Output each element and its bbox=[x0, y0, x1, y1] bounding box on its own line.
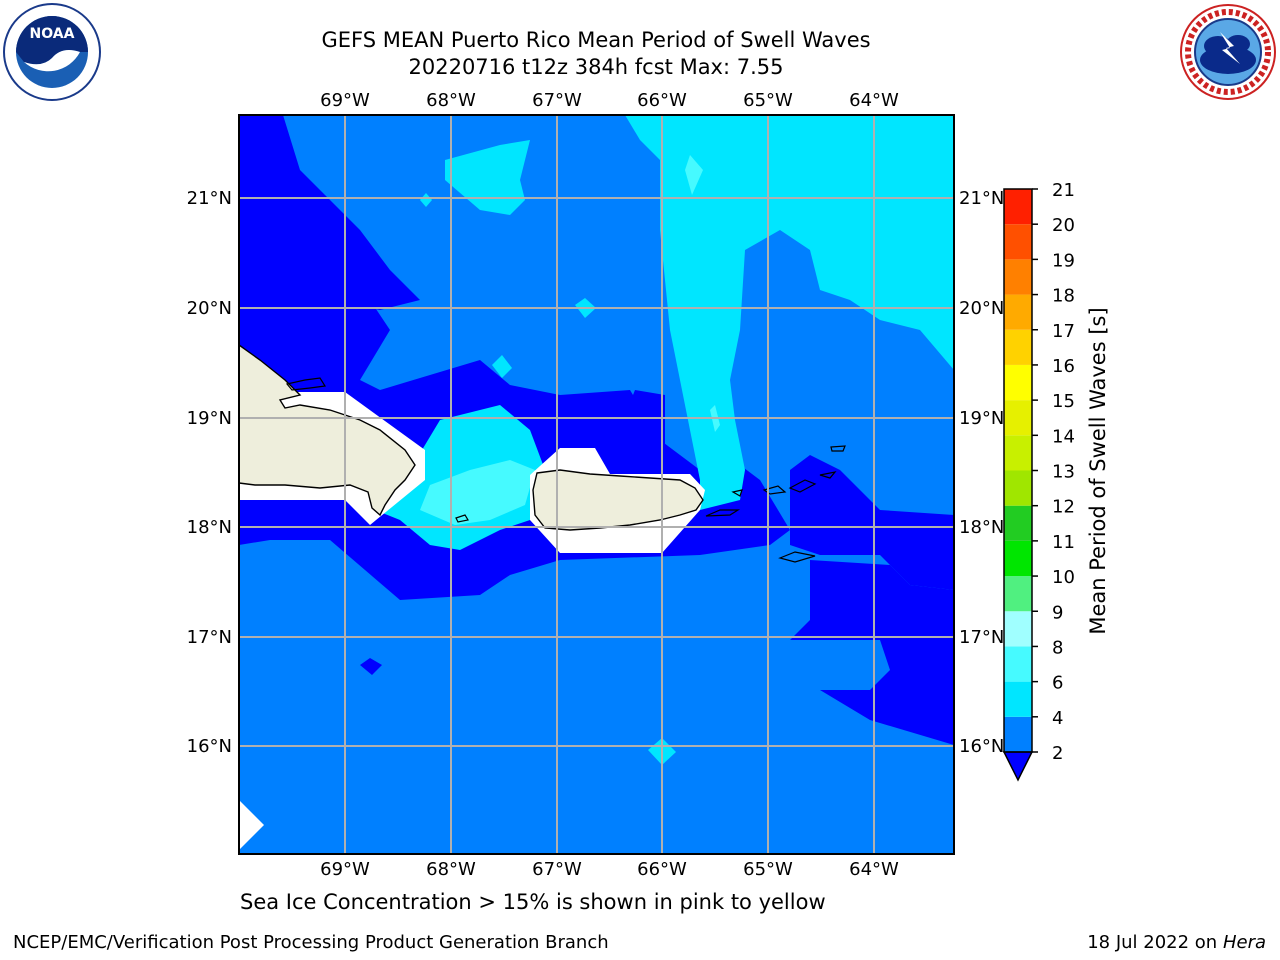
colorbar-segment bbox=[1004, 716, 1032, 752]
map-gridlines bbox=[239, 115, 954, 854]
nws-logo bbox=[1180, 4, 1276, 100]
colorbar-tick-label: 18 bbox=[1052, 286, 1075, 307]
footer-date-text: 18 Jul 2022 on bbox=[1087, 932, 1223, 953]
colorbar-segment bbox=[1004, 294, 1032, 330]
colorbar-tick-label: 9 bbox=[1052, 602, 1063, 623]
lon-label-bottom: 68°W bbox=[426, 859, 476, 880]
colorbar-segment bbox=[1004, 470, 1032, 506]
colorbar-segment bbox=[1004, 329, 1032, 365]
colorbar-tick-label: 15 bbox=[1052, 391, 1075, 412]
map-subtitle: 20220716 t12z 384h fcst Max: 7.55 bbox=[408, 55, 784, 79]
colorbar-tick-label: 12 bbox=[1052, 497, 1075, 518]
lat-label-left: 17°N bbox=[187, 627, 232, 648]
lon-label-bottom: 69°W bbox=[320, 859, 370, 880]
lon-label-bottom: 67°W bbox=[532, 859, 582, 880]
colorbar-tick-label: 17 bbox=[1052, 321, 1075, 342]
lat-label-left: 21°N bbox=[187, 188, 232, 209]
colorbar-tick-label: 10 bbox=[1052, 567, 1075, 588]
lon-label-top: 64°W bbox=[849, 90, 899, 111]
colorbar-segment bbox=[1004, 364, 1032, 401]
colorbar-segment bbox=[1004, 681, 1032, 717]
lat-label-left: 19°N bbox=[187, 408, 232, 429]
colorbar-tick-label: 2 bbox=[1052, 743, 1063, 764]
footer-credit: NCEP/EMC/Verification Post Processing Pr… bbox=[13, 932, 609, 953]
svg-text:NOAA: NOAA bbox=[30, 26, 75, 42]
contour-fill bbox=[239, 115, 954, 854]
colorbar-tick-label: 8 bbox=[1052, 637, 1063, 658]
colorbar-segment bbox=[1004, 576, 1032, 612]
lon-label-bottom: 64°W bbox=[849, 859, 899, 880]
colorbar-segment bbox=[1004, 505, 1032, 541]
lat-label-right: 19°N bbox=[959, 408, 1004, 429]
footer-date: 18 Jul 2022 on Hera bbox=[1087, 932, 1266, 953]
colorbar-segment bbox=[1004, 259, 1032, 295]
lon-label-top: 68°W bbox=[426, 90, 476, 111]
colorbar-tick-label: 16 bbox=[1052, 356, 1075, 377]
colorbar-segment bbox=[1004, 189, 1032, 225]
sea-ice-note: Sea Ice Concentration > 15% is shown in … bbox=[240, 890, 826, 914]
noaa-logo: NOAA bbox=[3, 3, 101, 101]
lat-label-left: 20°N bbox=[187, 298, 232, 319]
lon-label-bottom: 65°W bbox=[743, 859, 793, 880]
colorbar-segment bbox=[1004, 435, 1032, 471]
colorbar-tick-label: 4 bbox=[1052, 708, 1063, 729]
colorbar-tick-label: 14 bbox=[1052, 426, 1075, 447]
colorbar-segment bbox=[1004, 646, 1032, 682]
colorbar-tick-label: 13 bbox=[1052, 462, 1075, 483]
lat-label-left: 18°N bbox=[187, 517, 232, 538]
colorbar-tick-label: 11 bbox=[1052, 532, 1075, 553]
lon-label-top: 66°W bbox=[637, 90, 687, 111]
lon-label-bottom: 66°W bbox=[637, 859, 687, 880]
colorbar: 2 4 6 8 9 10 11 12 13 14 15 16 17 18 19 20 21 bbox=[1002, 180, 1075, 782]
colorbar-label: Mean Period of Swell Waves [s] bbox=[1086, 307, 1110, 634]
colorbar-tick-label: 6 bbox=[1052, 673, 1063, 694]
lat-label-right: 18°N bbox=[959, 517, 1004, 538]
lon-label-top: 67°W bbox=[532, 90, 582, 111]
colorbar-segment bbox=[1004, 611, 1032, 647]
lon-label-top: 65°W bbox=[743, 90, 793, 111]
colorbar-segment bbox=[1004, 540, 1032, 577]
lat-label-right: 21°N bbox=[959, 188, 1004, 209]
colorbar-tick-label: 19 bbox=[1052, 250, 1075, 271]
lat-label-right: 16°N bbox=[959, 736, 1004, 757]
lat-label-right: 20°N bbox=[959, 298, 1004, 319]
lat-label-left: 16°N bbox=[187, 736, 232, 757]
colorbar-segment bbox=[1004, 400, 1032, 436]
lat-label-right: 17°N bbox=[959, 627, 1004, 648]
lon-label-top: 69°W bbox=[320, 90, 370, 111]
colorbar-tick-label: 21 bbox=[1052, 180, 1075, 201]
footer-host: Hera bbox=[1222, 932, 1266, 953]
map-frame bbox=[238, 114, 955, 855]
colorbar-extend-arrow bbox=[1002, 751, 1034, 782]
colorbar-tick-label: 20 bbox=[1052, 215, 1075, 236]
map-title: GEFS MEAN Puerto Rico Mean Period of Swe… bbox=[321, 28, 871, 52]
colorbar-segment bbox=[1004, 224, 1032, 260]
